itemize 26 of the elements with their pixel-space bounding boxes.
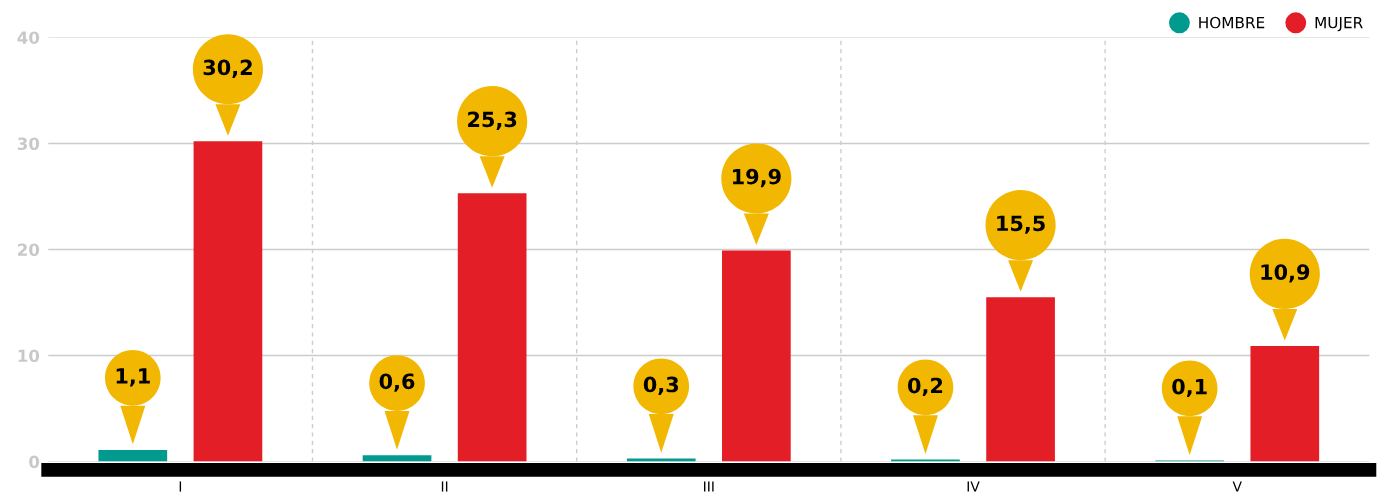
bar [1250, 345, 1320, 462]
data-label: 30,2 [203, 59, 252, 78]
data-label: 1,1 [116, 368, 150, 387]
x-tick-label: II [441, 481, 448, 492]
bar [457, 193, 527, 462]
bar [98, 449, 168, 462]
data-label: 0,3 [643, 376, 679, 395]
data-label: 0,1 [1172, 378, 1207, 398]
bar [986, 297, 1055, 462]
x-tick-label: III [704, 481, 714, 492]
data-label: 0,2 [908, 377, 943, 397]
x-tick-label: IV [967, 481, 980, 492]
bar [891, 459, 960, 462]
data-label: 25,3 [468, 111, 517, 130]
bar [362, 455, 432, 462]
legend-label: HOMBRE [1199, 16, 1265, 29]
bar [722, 250, 791, 462]
bar [626, 458, 696, 462]
data-label: 0,6 [379, 373, 415, 392]
x-tick-label: I [179, 481, 182, 492]
bar [193, 141, 263, 462]
data-label: 15,5 [997, 215, 1045, 234]
data-label: 19,9 [733, 168, 781, 188]
x-tick-label: V [1232, 481, 1242, 492]
data-label: 10,9 [1261, 264, 1310, 283]
legend-label: MUJER [1315, 17, 1363, 32]
